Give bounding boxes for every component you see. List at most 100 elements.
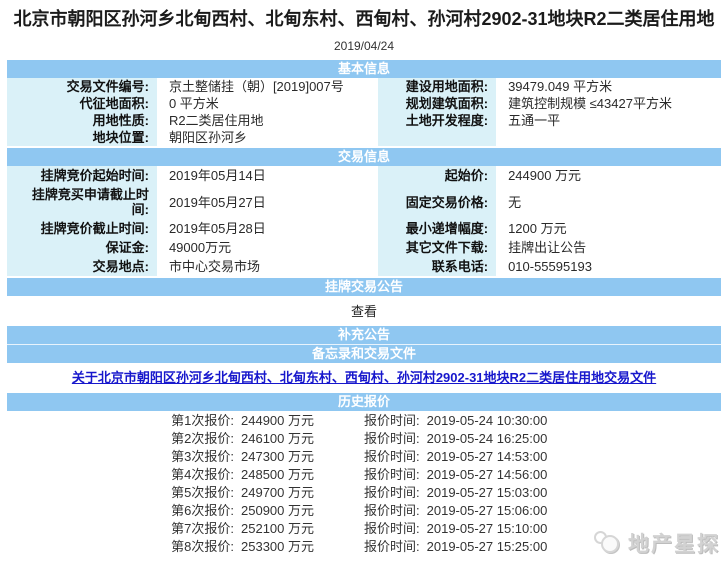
- table-row: 交易文件编号: 京土整储挂（朝）[2019]007号 建设用地面积: 39479…: [7, 78, 721, 95]
- bid-time-label: 报价时间:: [364, 431, 420, 446]
- history-quote-row: 第3次报价: 247300 万元 报价时间: 2019-05-27 14:53:00: [7, 448, 721, 466]
- field-label: 规划建筑面积:: [378, 95, 497, 112]
- section-header-memo-and-documents: 备忘录和交易文件: [7, 344, 721, 363]
- section-header-history-quotes: 历史报价: [7, 393, 721, 411]
- history-quote-row: 第8次报价: 253300 万元 报价时间: 2019-05-27 15:25:00: [7, 538, 721, 556]
- view-announcement-link[interactable]: 查看: [350, 304, 377, 319]
- table-row: 交易地点: 市中心交易市场 联系电话: 010-55595193: [7, 257, 721, 276]
- watermark-text: 地产星探: [628, 533, 720, 556]
- section-header-basic-info: 基本信息: [7, 60, 721, 78]
- field-value: 49000万元: [156, 238, 379, 257]
- bid-time-value: 2019-05-27 15:25:00: [426, 539, 548, 554]
- bid-label: 第8次报价:: [171, 539, 234, 554]
- field-value: 0 平方米: [156, 95, 379, 112]
- field-value: 朝阳区孙河乡: [156, 129, 379, 146]
- bid-time-value: 2019-05-27 14:53:00: [426, 449, 548, 464]
- field-value: 建筑控制规模 ≤43427平方米: [496, 95, 721, 112]
- bid-label: 第1次报价:: [171, 413, 234, 428]
- bid-time-label: 报价时间:: [364, 539, 420, 554]
- table-row: 代征地面积: 0 平方米 规划建筑面积: 建筑控制规模 ≤43427平方米: [7, 95, 721, 112]
- field-value: 2019年05月14日: [156, 166, 379, 185]
- history-quote-row: 第2次报价: 246100 万元 报价时间: 2019-05-24 16:25:00: [7, 430, 721, 448]
- bid-time-label: 报价时间:: [364, 521, 420, 536]
- bid-label: 第6次报价:: [171, 503, 234, 518]
- history-quote-row: 第1次报价: 244900 万元 报价时间: 2019-05-24 10:30:00: [7, 412, 721, 430]
- field-label: 保证金:: [7, 238, 157, 257]
- history-quote-row: 第5次报价: 249700 万元 报价时间: 2019-05-27 15:03:00: [7, 484, 721, 502]
- page-title: 北京市朝阳区孙河乡北甸西村、北甸东村、西甸村、孙河村2902-31地块R2二类居…: [13, 9, 715, 29]
- bid-time-value: 2019-05-24 10:30:00: [426, 413, 548, 428]
- history-quote-row: 第6次报价: 250900 万元 报价时间: 2019-05-27 15:06:00: [7, 502, 721, 520]
- bid-time-value: 2019-05-27 15:06:00: [426, 503, 548, 518]
- field-label: 建设用地面积:: [378, 78, 497, 95]
- field-value: 244900 万元: [496, 166, 721, 185]
- history-quote-row: 第4次报价: 248500 万元 报价时间: 2019-05-27 14:56:00: [7, 466, 721, 484]
- watermark: 地产星探: [594, 528, 720, 558]
- field-value: 无: [496, 185, 721, 219]
- history-quote-row: 第7次报价: 252100 万元 报价时间: 2019-05-27 15:10:00: [7, 520, 721, 538]
- bid-label: 第5次报价:: [171, 485, 234, 500]
- land-listing-page: 北京市朝阳区孙河乡北甸西村、北甸东村、西甸村、孙河村2902-31地块R2二类居…: [7, 9, 721, 556]
- bid-label: 第2次报价:: [171, 431, 234, 446]
- field-label: 土地开发程度:: [378, 112, 497, 129]
- bid-amount: 244900 万元: [241, 413, 314, 428]
- field-label: 最小递增幅度:: [378, 219, 497, 238]
- field-value: 五通一平: [496, 112, 721, 129]
- table-row: 挂牌竞买申请截止时间: 2019年05月27日 固定交易价格: 无: [7, 185, 721, 219]
- field-value: 010-55595193: [496, 257, 721, 276]
- table-row: 地块位置: 朝阳区孙河乡: [7, 129, 721, 146]
- field-value: R2二类居住用地: [156, 112, 379, 129]
- field-label: 挂牌竞价起始时间:: [7, 166, 157, 185]
- field-value: 挂牌出让公告: [496, 238, 721, 257]
- field-value: 2019年05月28日: [156, 219, 379, 238]
- field-label: 起始价:: [378, 166, 497, 185]
- bid-amount: 250900 万元: [241, 503, 314, 518]
- field-label: 挂牌竞买申请截止时间:: [7, 185, 157, 219]
- bid-time-label: 报价时间:: [364, 413, 420, 428]
- section-header-listing-announcement: 挂牌交易公告: [7, 278, 721, 296]
- bid-amount: 246100 万元: [241, 431, 314, 446]
- field-label: 交易地点:: [7, 257, 157, 276]
- bid-amount: 247300 万元: [241, 449, 314, 464]
- table-row: 保证金: 49000万元 其它文件下载: 挂牌出让公告: [7, 238, 721, 257]
- basic-info-table: 交易文件编号: 京土整储挂（朝）[2019]007号 建设用地面积: 39479…: [7, 78, 721, 146]
- bid-time-label: 报价时间:: [364, 485, 420, 500]
- field-label: 联系电话:: [378, 257, 497, 276]
- field-value: 1200 万元: [496, 219, 721, 238]
- bid-amount: 252100 万元: [241, 521, 314, 536]
- field-value: 京土整储挂（朝）[2019]007号: [156, 78, 379, 95]
- field-label: 其它文件下载:: [378, 238, 497, 257]
- bid-label: 第4次报价:: [171, 467, 234, 482]
- field-value: 市中心交易市场: [156, 257, 379, 276]
- field-label: 用地性质:: [7, 112, 157, 129]
- table-row: 用地性质: R2二类居住用地 土地开发程度: 五通一平: [7, 112, 721, 129]
- field-label: 代征地面积:: [7, 95, 157, 112]
- bid-time-value: 2019-05-24 16:25:00: [426, 431, 548, 446]
- field-label: [378, 129, 497, 146]
- bid-amount: 249700 万元: [241, 485, 314, 500]
- section-header-supplement-announcement: 补充公告: [7, 326, 721, 344]
- trade-document-link[interactable]: 关于北京市朝阳区孙河乡北甸西村、北甸东村、西甸村、孙河村2902-31地块R2二…: [71, 370, 657, 385]
- bid-label: 第3次报价:: [171, 449, 234, 464]
- bid-label: 第7次报价:: [171, 521, 234, 536]
- field-label: 交易文件编号:: [7, 78, 157, 95]
- field-value: [496, 129, 721, 146]
- bid-time-value: 2019-05-27 15:10:00: [426, 521, 548, 536]
- trade-info-table: 挂牌竞价起始时间: 2019年05月14日 起始价: 244900 万元 挂牌竞…: [7, 166, 721, 276]
- bid-time-label: 报价时间:: [364, 449, 420, 464]
- star-scout-logo-icon: [594, 531, 620, 555]
- bid-amount: 253300 万元: [241, 539, 314, 554]
- table-row: 挂牌竞价起始时间: 2019年05月14日 起始价: 244900 万元: [7, 166, 721, 185]
- bid-time-label: 报价时间:: [364, 503, 420, 518]
- field-label: 挂牌竞价截止时间:: [7, 219, 157, 238]
- field-value: 39479.049 平方米: [496, 78, 721, 95]
- section-header-trade-info: 交易信息: [7, 148, 721, 166]
- publish-date: 2019/04/24: [333, 39, 395, 53]
- bid-time-value: 2019-05-27 14:56:00: [426, 467, 548, 482]
- bid-amount: 248500 万元: [241, 467, 314, 482]
- field-label: 地块位置:: [7, 129, 157, 146]
- field-label: 固定交易价格:: [378, 185, 497, 219]
- bid-time-value: 2019-05-27 15:03:00: [426, 485, 548, 500]
- bid-time-label: 报价时间:: [364, 467, 420, 482]
- field-value: 2019年05月27日: [156, 185, 379, 219]
